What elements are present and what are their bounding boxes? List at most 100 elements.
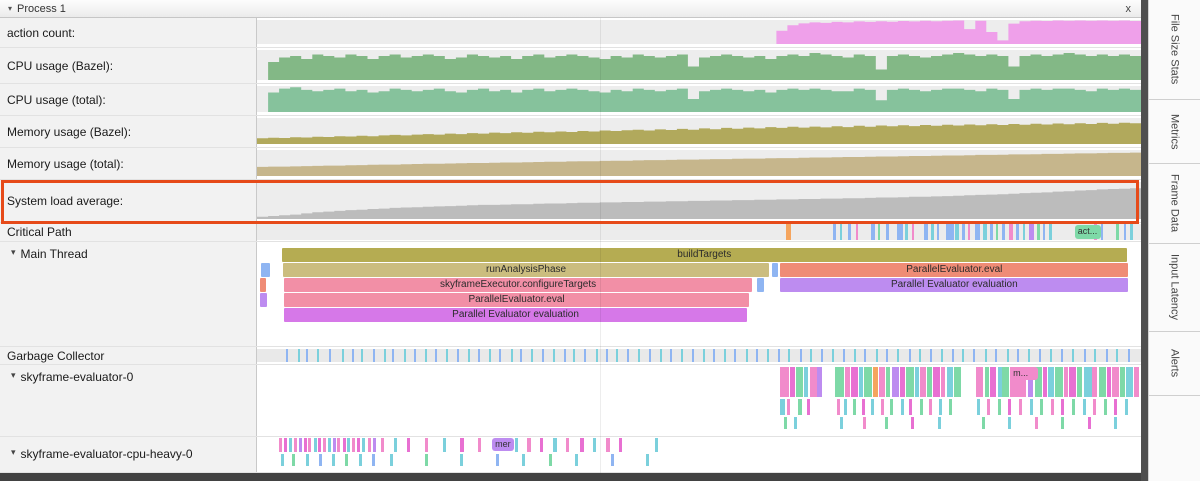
track-chart-sys-load[interactable] (257, 180, 1141, 222)
event-tick[interactable] (286, 349, 289, 362)
event-tick[interactable] (520, 349, 523, 362)
event-tick[interactable] (1072, 399, 1076, 415)
event-tick[interactable] (288, 438, 292, 452)
event-tick[interactable] (317, 438, 321, 452)
flame-slice[interactable]: runAnalysisPhase (283, 263, 770, 277)
event-tick[interactable] (875, 349, 878, 362)
event-tick[interactable] (1039, 349, 1042, 362)
event-tick[interactable] (434, 349, 437, 362)
event-tick[interactable] (941, 349, 944, 362)
event-tick[interactable] (389, 454, 393, 466)
event-tick[interactable] (424, 438, 428, 452)
track-label-cpu-total[interactable]: CPU usage (total): (0, 84, 257, 115)
event-tick[interactable] (989, 224, 993, 240)
event-tick[interactable] (1034, 417, 1038, 429)
event-tick[interactable] (1111, 367, 1119, 397)
event-tick[interactable] (783, 417, 787, 429)
event-tick[interactable] (1119, 367, 1125, 397)
event-tick[interactable] (912, 224, 915, 240)
track-label-mem-total[interactable]: Memory usage (total): (0, 148, 257, 179)
event-tick[interactable] (553, 438, 558, 452)
event-tick[interactable] (873, 367, 879, 397)
event-tick[interactable] (843, 399, 847, 415)
event-tick[interactable] (1009, 224, 1014, 240)
event-tick[interactable] (839, 224, 842, 240)
event-tick[interactable] (871, 224, 876, 240)
flame-slice[interactable] (259, 278, 266, 292)
event-tick[interactable] (831, 349, 834, 362)
event-tick[interactable] (541, 349, 544, 362)
event-tick[interactable] (949, 399, 953, 415)
track-label-action-count[interactable]: action count: (0, 18, 257, 47)
event-tick[interactable] (713, 349, 716, 362)
event-tick[interactable] (305, 349, 308, 362)
event-tick[interactable] (804, 367, 809, 397)
event-tick[interactable] (573, 349, 576, 362)
event-tick[interactable] (996, 224, 999, 240)
flame-slice[interactable]: ParallelEvaluator.eval (780, 263, 1129, 277)
event-tick[interactable] (575, 454, 579, 466)
event-tick[interactable] (460, 454, 464, 466)
event-tick[interactable] (478, 438, 481, 452)
event-tick[interactable] (1061, 417, 1065, 429)
event-tick[interactable] (279, 438, 283, 452)
event-tick[interactable] (997, 367, 1002, 397)
event-tick[interactable] (1125, 399, 1129, 415)
event-tick[interactable] (852, 399, 856, 415)
event-tick[interactable] (844, 367, 850, 397)
event-tick[interactable] (610, 454, 614, 466)
event-tick[interactable] (806, 399, 810, 415)
event-tick[interactable] (327, 438, 331, 452)
event-tick[interactable] (920, 399, 923, 415)
event-tick[interactable] (946, 367, 953, 397)
track-chart-main-thread[interactable]: buildTargets runAnalysisPhase ParallelEval… (257, 242, 1141, 346)
event-tick[interactable] (356, 438, 360, 452)
event-tick[interactable] (1130, 224, 1134, 240)
track-chart-mem-total[interactable] (257, 148, 1141, 179)
process-header[interactable]: ▾ Process 1 x (0, 0, 1141, 18)
event-tick[interactable] (843, 349, 846, 362)
event-tick[interactable] (953, 367, 961, 397)
event-tick[interactable] (531, 349, 534, 362)
event-tick[interactable] (361, 349, 364, 362)
event-tick[interactable] (1124, 224, 1127, 240)
track-label-skyframe-evaluator-cpu-heavy-0[interactable]: ▾ skyframe-evaluator-cpu-heavy-0 (0, 437, 257, 472)
event-tick[interactable] (862, 417, 866, 429)
event-tick[interactable] (1036, 224, 1040, 240)
event-tick[interactable] (756, 349, 759, 362)
event-tick[interactable] (645, 454, 649, 466)
event-tick[interactable] (941, 367, 946, 397)
event-tick[interactable] (1022, 224, 1025, 240)
track-chart-critical-path[interactable]: act... (257, 223, 1141, 241)
event-tick[interactable] (1050, 399, 1054, 415)
track-label-sys-load[interactable]: System load average: (0, 180, 257, 222)
event-tick[interactable] (515, 438, 519, 452)
event-tick[interactable] (886, 367, 891, 397)
event-tick[interactable] (886, 349, 889, 362)
event-tick[interactable] (1019, 399, 1022, 415)
event-tick[interactable] (861, 399, 865, 415)
event-tick[interactable] (945, 224, 954, 240)
event-tick[interactable] (936, 224, 939, 240)
event-tick[interactable] (796, 367, 804, 397)
flame-slice[interactable] (772, 263, 779, 277)
event-tick[interactable] (820, 349, 823, 362)
event-tick[interactable] (937, 417, 941, 429)
event-tick[interactable] (403, 349, 406, 362)
horizontal-scrollbar[interactable] (0, 473, 1141, 481)
tab-input-latency[interactable]: Input Latency (1149, 244, 1200, 332)
event-tick[interactable] (788, 349, 791, 362)
event-tick[interactable] (840, 417, 844, 429)
event-tick[interactable] (847, 224, 851, 240)
event-tick[interactable] (879, 367, 886, 397)
event-tick[interactable] (648, 349, 651, 362)
event-tick[interactable] (358, 454, 362, 466)
event-tick[interactable] (606, 349, 609, 362)
event-tick[interactable] (1077, 367, 1083, 397)
event-tick[interactable] (1116, 349, 1119, 362)
tab-file-size-stats[interactable]: File Size Stats (1149, 0, 1200, 100)
event-tick[interactable] (606, 438, 611, 452)
event-tick[interactable] (891, 367, 899, 397)
event-tick[interactable] (638, 349, 640, 362)
event-tick[interactable] (592, 438, 596, 452)
